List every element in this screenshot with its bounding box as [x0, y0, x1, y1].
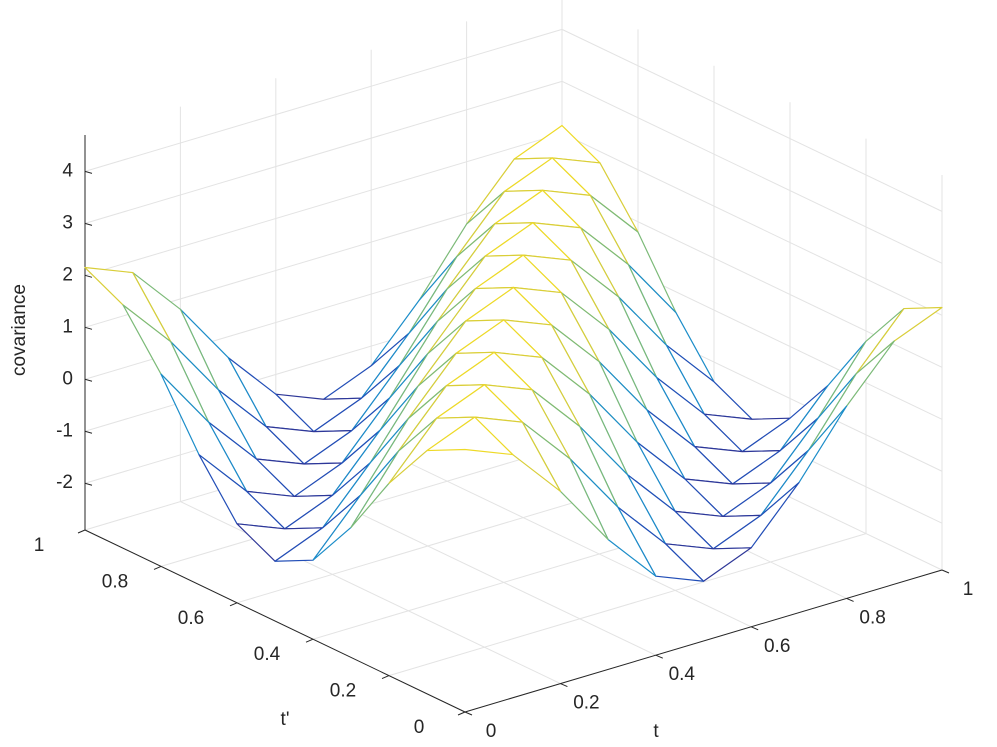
tick-mark: [457, 711, 466, 716]
surface-cell: [426, 416, 514, 456]
grid-line: [561, 80, 943, 264]
y-tick-label: 0.4: [254, 644, 281, 665]
tick-mark: [464, 711, 473, 716]
x-tick-label: 0.6: [764, 636, 790, 657]
tick-mark: [941, 569, 950, 574]
x-tick-label: 0.8: [859, 607, 885, 628]
y-axis: [84, 529, 466, 713]
x-axis: [464, 569, 943, 713]
grid-line: [84, 80, 563, 224]
tick-mark: [77, 529, 86, 534]
tick-mark: [381, 675, 390, 680]
tick-mark: [305, 638, 314, 643]
tick-mark: [846, 597, 854, 602]
y-tick-label: 1: [34, 535, 45, 556]
surface-cell: [513, 124, 601, 164]
grid-line: [180, 501, 561, 685]
grid-line: [370, 444, 752, 628]
tick-mark: [84, 222, 93, 226]
tick-mark: [229, 602, 238, 607]
grid-line: [561, 28, 943, 212]
tick-mark: [84, 430, 93, 434]
y-tick-label: 0.8: [102, 571, 128, 592]
z-tick-label: 3: [62, 212, 73, 233]
x-tick-label: 1: [963, 579, 974, 600]
z-tick-label: -1: [56, 420, 73, 441]
tick-mark: [84, 326, 93, 330]
z-axis-label: covariance: [9, 284, 30, 376]
grid-line: [561, 132, 943, 316]
tick-mark: [84, 482, 93, 486]
tick-mark: [153, 565, 162, 570]
y-tick-label: 0.2: [330, 681, 356, 702]
z-tick-label: -2: [56, 472, 73, 493]
x-tick-label: 0.2: [573, 693, 599, 714]
x-tick-label: 0: [486, 721, 497, 742]
z-tick-label: 2: [62, 264, 73, 285]
tick-mark: [84, 274, 93, 278]
grid-line: [84, 132, 563, 276]
grid-line: [388, 533, 867, 677]
tick-mark: [84, 170, 93, 174]
tick-mark: [560, 683, 568, 688]
tick-mark: [84, 378, 93, 382]
tick-mark: [655, 654, 663, 659]
x-tick-label: 0.4: [669, 664, 696, 685]
z-tick-label: 1: [62, 316, 73, 337]
x-axis-label: t: [653, 721, 659, 742]
z-tick-label: 4: [62, 160, 73, 181]
tick-mark: [751, 626, 759, 631]
y-tick-label: 0.6: [178, 608, 204, 629]
y-axis-label: t': [281, 709, 290, 730]
y-tick-label: 0: [414, 717, 425, 738]
surface-cell: [817, 307, 905, 419]
z-tick-label: 0: [62, 368, 73, 389]
grid-line: [84, 28, 563, 172]
